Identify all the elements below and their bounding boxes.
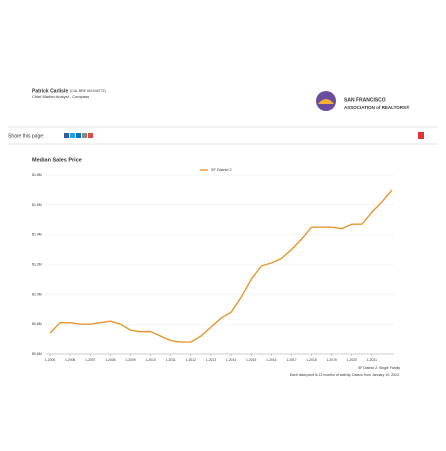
x-tick-label: 1-2014 bbox=[226, 358, 236, 362]
x-tick-label: 1-2010 bbox=[145, 358, 155, 362]
x-tick-label: 1-2011 bbox=[166, 358, 176, 362]
legend-label: SF District 2 bbox=[211, 168, 232, 172]
chart-note: Each data point is 12 months of activity… bbox=[290, 373, 400, 377]
y-tick-label: $1.2M bbox=[32, 262, 42, 266]
share-email[interactable] bbox=[82, 133, 87, 138]
x-tick-label: 1-2009 bbox=[125, 358, 135, 362]
line bbox=[49, 189, 393, 343]
x-tick-label: 1-2019 bbox=[327, 358, 337, 362]
x-tick-label: 1-2006 bbox=[65, 358, 75, 362]
chart-title: Median Sales Price bbox=[32, 157, 82, 163]
y-tick-label: $1.4M bbox=[32, 233, 42, 237]
y-tick-label: $1.8M bbox=[32, 173, 42, 177]
y-tick-label: $1.0M bbox=[32, 292, 42, 296]
x-tick-label: 1-2021 bbox=[367, 358, 377, 362]
logo-icon-part bbox=[318, 99, 334, 104]
x-tick-label: 1-2012 bbox=[186, 358, 196, 362]
role: Chief Market Analyst - Compass bbox=[32, 94, 89, 99]
logo-text: SAN FRANCISCO bbox=[344, 97, 386, 103]
x-tick-label: 1-2015 bbox=[246, 358, 256, 362]
share-label: Share this page: bbox=[8, 133, 44, 139]
chart-note: SF District 2: Single Family bbox=[358, 366, 400, 370]
x-tick-label: 1-2005 bbox=[45, 358, 55, 362]
x-tick-label: 1-2008 bbox=[105, 358, 115, 362]
y-tick-label: $1.6M bbox=[32, 203, 42, 207]
x-tick-label: 1-2018 bbox=[306, 358, 316, 362]
y-tick-label: $0.6M bbox=[32, 352, 42, 356]
share-twitter[interactable] bbox=[70, 133, 75, 138]
y-tick-label: $0.8M bbox=[32, 322, 42, 326]
license: (CAL BRE #01040772) bbox=[70, 89, 106, 93]
share-facebook[interactable] bbox=[64, 133, 69, 138]
x-tick-label: 1-2020 bbox=[347, 358, 357, 362]
author: Patrick Carlisle bbox=[32, 88, 68, 94]
pdf-icon[interactable] bbox=[418, 132, 424, 139]
logo: SAN FRANCISCO ASSOCIATION of REALTORS® bbox=[316, 91, 410, 111]
x-tick-label: 1-2013 bbox=[206, 358, 216, 362]
x-tick-label: 1-2016 bbox=[266, 358, 276, 362]
share-more[interactable] bbox=[88, 133, 93, 138]
x-tick-label: 1-2007 bbox=[85, 358, 95, 362]
x-tick-label: 1-2017 bbox=[286, 358, 296, 362]
logo-text: ASSOCIATION of REALTORS® bbox=[344, 104, 410, 110]
share-linkedin[interactable] bbox=[76, 133, 81, 138]
